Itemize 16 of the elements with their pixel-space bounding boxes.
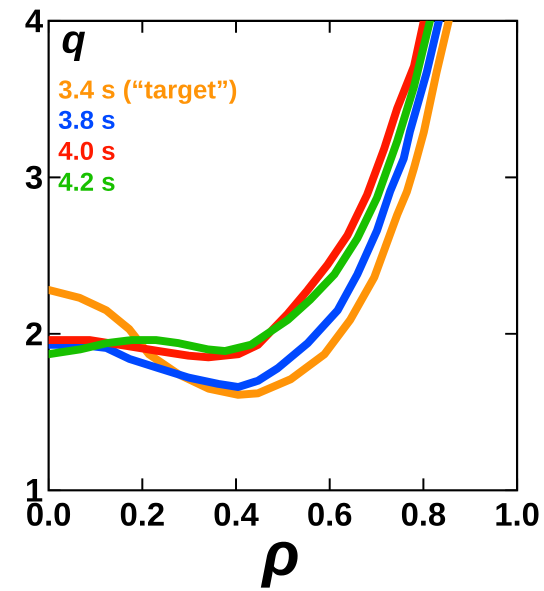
y-axis-title: q — [62, 31, 86, 61]
x-tick-label: 0.0 — [27, 502, 70, 526]
y-tick-label: 3 — [26, 166, 42, 189]
x-tick-label: 0.8 — [402, 502, 446, 526]
x-tick-label: 1.0 — [496, 502, 539, 526]
y-tick-label: 4 — [25, 10, 44, 32]
text: 4.2 s — [58, 172, 115, 191]
x-tick-label: 0.2 — [120, 502, 164, 526]
x-axis-title: ρ — [260, 542, 298, 588]
text: 4.0 s — [58, 142, 115, 160]
y-tick-label: 2 — [26, 322, 42, 346]
x-tick-label: 0.4 — [214, 502, 259, 526]
x-tick-label: 0.6 — [308, 502, 352, 526]
text: 3.4 s (“target”) — [58, 80, 236, 104]
y-tick-label: 1 — [27, 479, 42, 502]
text: 3.8 s — [58, 110, 115, 130]
